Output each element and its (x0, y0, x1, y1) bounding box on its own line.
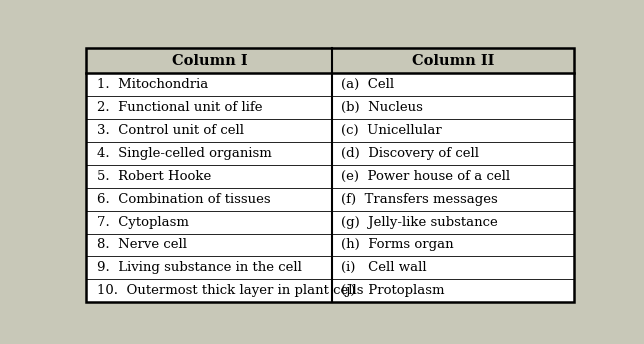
Text: (j)   Protoplasm: (j) Protoplasm (341, 284, 445, 297)
Text: 2.  Functional unit of life: 2. Functional unit of life (97, 101, 263, 114)
Text: (c)  Unicellular: (c) Unicellular (341, 124, 442, 137)
Text: 6.  Combination of tissues: 6. Combination of tissues (97, 193, 271, 206)
Text: (h)  Forms organ: (h) Forms organ (341, 238, 454, 251)
Text: (e)  Power house of a cell: (e) Power house of a cell (341, 170, 511, 183)
Text: 10.  Outermost thick layer in plant cells: 10. Outermost thick layer in plant cells (97, 284, 364, 297)
Text: 5.  Robert Hooke: 5. Robert Hooke (97, 170, 212, 183)
Text: (g)  Jelly-like substance: (g) Jelly-like substance (341, 216, 498, 228)
Text: (d)  Discovery of cell: (d) Discovery of cell (341, 147, 480, 160)
Text: (a)  Cell: (a) Cell (341, 78, 395, 91)
Text: (i)   Cell wall: (i) Cell wall (341, 261, 427, 275)
Text: 1.  Mitochondria: 1. Mitochondria (97, 78, 209, 91)
Text: Column II: Column II (412, 54, 494, 68)
Text: 9.  Living substance in the cell: 9. Living substance in the cell (97, 261, 302, 275)
Text: (f)  Transfers messages: (f) Transfers messages (341, 193, 498, 206)
Bar (86, 48, 574, 73)
Text: 4.  Single-celled organism: 4. Single-celled organism (97, 147, 272, 160)
Text: Column I: Column I (172, 54, 247, 68)
Text: 8.  Nerve cell: 8. Nerve cell (97, 238, 187, 251)
Text: 3.  Control unit of cell: 3. Control unit of cell (97, 124, 245, 137)
Text: 7.  Cytoplasm: 7. Cytoplasm (97, 216, 189, 228)
Text: (b)  Nucleus: (b) Nucleus (341, 101, 423, 114)
